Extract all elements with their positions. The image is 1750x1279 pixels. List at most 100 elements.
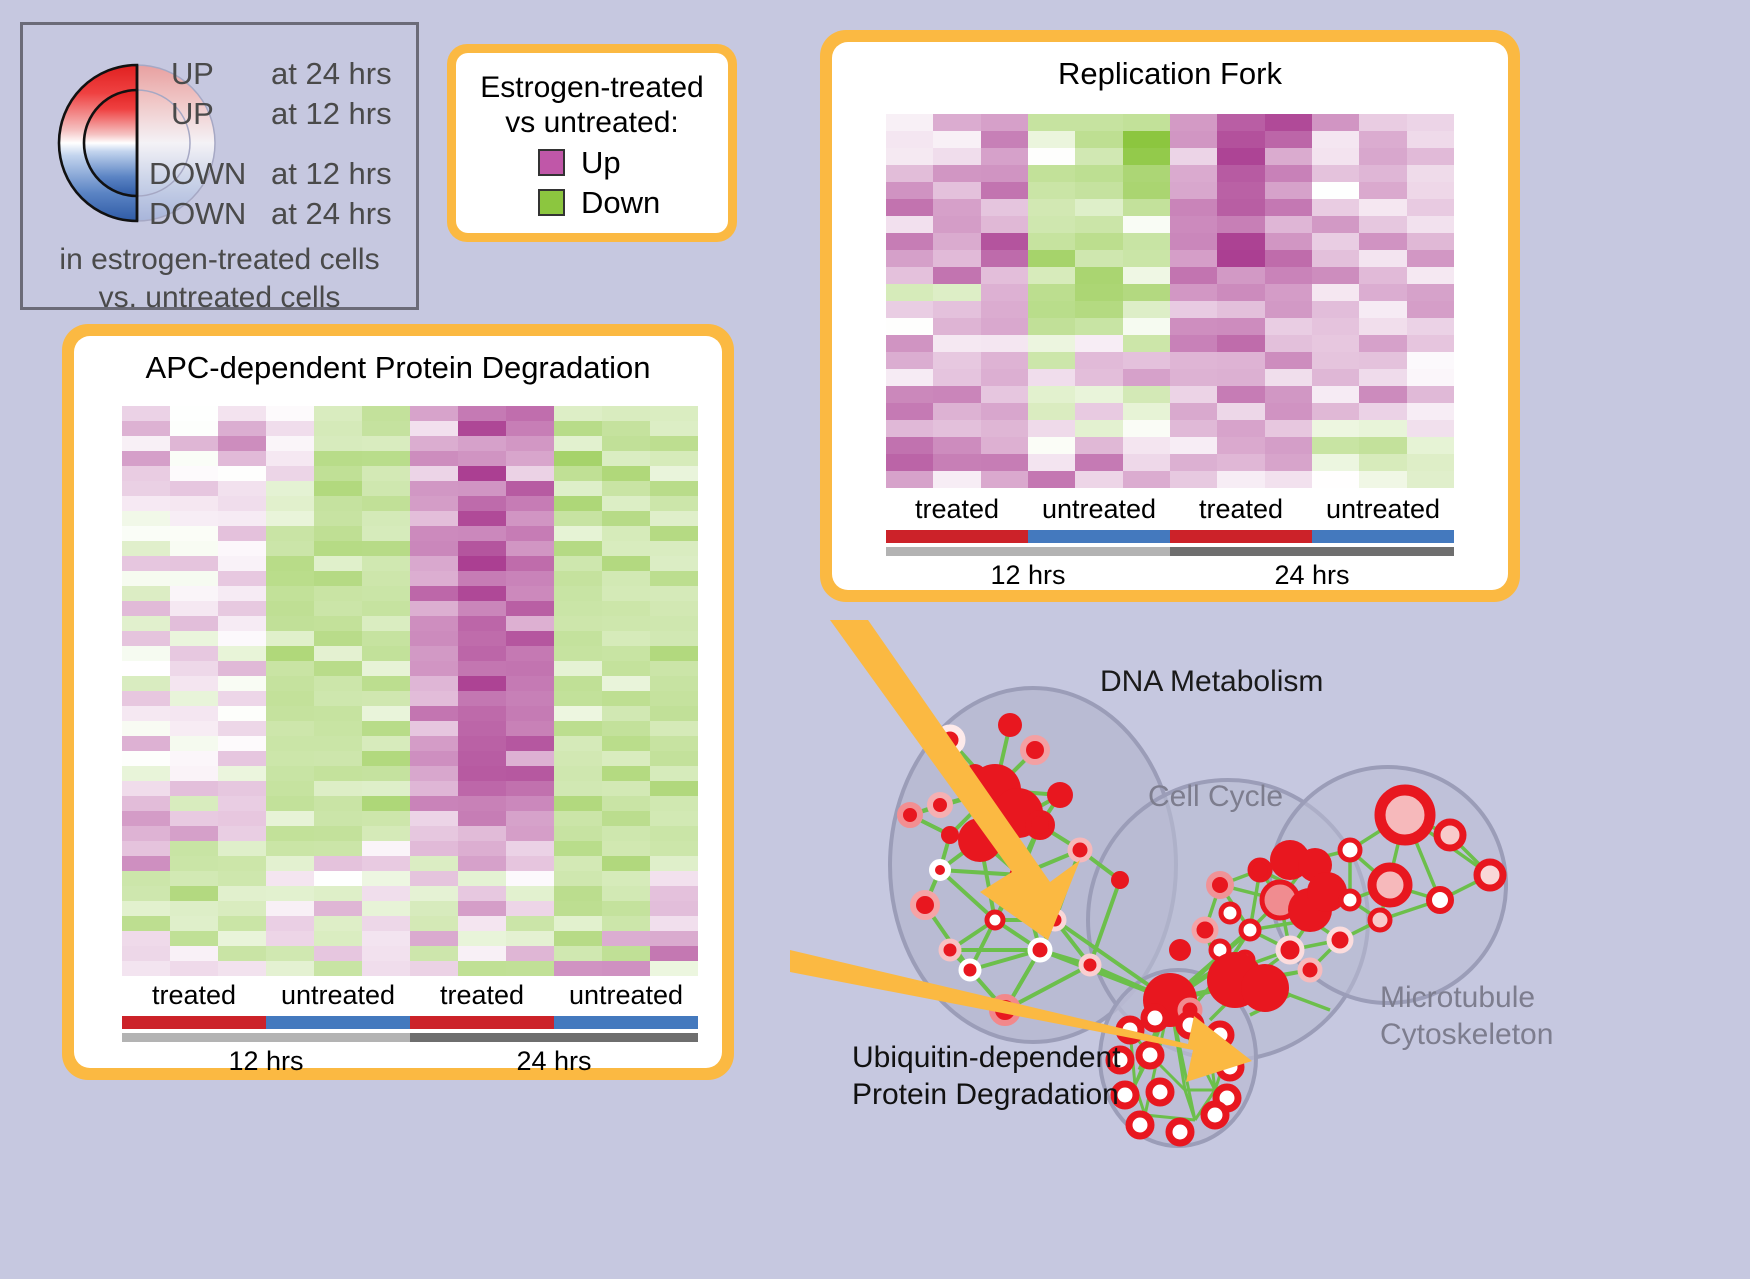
heatmap-cell bbox=[122, 916, 170, 931]
heatmap-cell bbox=[506, 886, 554, 901]
heatmap-cell bbox=[1264, 216, 1312, 233]
heatmap-cell bbox=[218, 916, 266, 931]
heatmap-cell bbox=[602, 541, 650, 556]
heatmap-cell bbox=[980, 420, 1028, 437]
heatmap-cell bbox=[554, 556, 602, 571]
heatmap-cell bbox=[650, 421, 698, 436]
heatmap-cell bbox=[886, 352, 934, 369]
heatmap-cell bbox=[980, 318, 1028, 335]
legend-row-1: UP at 12 hrs bbox=[171, 96, 392, 132]
heatmap-cell bbox=[886, 148, 934, 165]
heatmap-cell bbox=[1217, 250, 1265, 267]
heatmap-cell bbox=[1359, 335, 1407, 352]
heatmap-cell bbox=[1075, 454, 1123, 471]
key-title: Estrogen-treated vs untreated: bbox=[466, 71, 718, 141]
heatmap-cell bbox=[1075, 437, 1123, 454]
key-label-down: Down bbox=[581, 184, 661, 220]
heatmap-cell bbox=[314, 511, 362, 526]
heatmap-cell bbox=[218, 796, 266, 811]
heatmap-cell bbox=[1217, 199, 1265, 216]
heatmap-cell bbox=[1027, 437, 1076, 454]
heatmap-cell bbox=[554, 631, 602, 646]
replication-fork-group-labels: treated untreated treated untreated bbox=[886, 494, 1454, 528]
heatmap-cell bbox=[506, 406, 554, 421]
heatmap-cell bbox=[314, 421, 362, 436]
heatmap-cell bbox=[554, 661, 602, 676]
heatmap-cell bbox=[410, 796, 458, 811]
heatmap-cell bbox=[1122, 199, 1170, 216]
heatmap-cell bbox=[602, 796, 650, 811]
heatmap-cell bbox=[314, 886, 362, 901]
heatmap-cell bbox=[1311, 454, 1360, 471]
heatmap-cell bbox=[602, 886, 650, 901]
heatmap-cell bbox=[933, 216, 981, 233]
heatmap-cell bbox=[1264, 420, 1312, 437]
heatmap-cell bbox=[1359, 352, 1407, 369]
heatmap-cell bbox=[1027, 250, 1076, 267]
heatmap-cell bbox=[602, 901, 650, 916]
heatmap-cell bbox=[980, 165, 1028, 182]
heatmap-cell bbox=[218, 526, 266, 541]
heatmap-cell bbox=[980, 454, 1028, 471]
heatmap-cell bbox=[410, 706, 458, 721]
heatmap-cell bbox=[506, 736, 554, 751]
heatmap-cell bbox=[314, 691, 362, 706]
heatmap-cell bbox=[170, 586, 218, 601]
heatmap-cell bbox=[218, 766, 266, 781]
heatmap-cell bbox=[1264, 318, 1312, 335]
heatmap-cell bbox=[602, 781, 650, 796]
heatmap-cell bbox=[1311, 352, 1360, 369]
heatmap-cell bbox=[933, 165, 981, 182]
heatmap-cell bbox=[362, 766, 410, 781]
heatmap-cell bbox=[1075, 182, 1123, 199]
heatmap-cell bbox=[506, 451, 554, 466]
heatmap-cell bbox=[410, 586, 458, 601]
heatmap-cell bbox=[1217, 352, 1265, 369]
heatmap-cell bbox=[362, 841, 410, 856]
heatmap-cell bbox=[362, 856, 410, 871]
heatmap-cell bbox=[266, 511, 314, 526]
heatmap-cell bbox=[980, 437, 1028, 454]
heatmap-cell bbox=[170, 451, 218, 466]
heatmap-cell bbox=[1217, 182, 1265, 199]
heatmap-cell bbox=[170, 916, 218, 931]
heatmap-cell bbox=[170, 676, 218, 691]
heatmap-cell bbox=[554, 811, 602, 826]
heatmap-cell bbox=[314, 646, 362, 661]
heatmap-cell bbox=[1406, 318, 1454, 335]
heatmap-cell bbox=[218, 946, 266, 961]
heatmap-cell bbox=[170, 406, 218, 421]
heatmap-cell bbox=[506, 751, 554, 766]
heatmap-cell bbox=[122, 886, 170, 901]
heatmap-cell bbox=[1406, 131, 1454, 148]
heatmap-cell bbox=[1264, 335, 1312, 352]
heatmap-cell bbox=[506, 436, 554, 451]
heatmap-cell bbox=[506, 826, 554, 841]
heatmap-cell bbox=[554, 466, 602, 481]
heatmap-cell bbox=[650, 481, 698, 496]
heatmap-cell bbox=[458, 586, 506, 601]
heatmap-cell bbox=[1169, 267, 1218, 284]
heatmap-cell bbox=[602, 751, 650, 766]
heatmap-cell bbox=[170, 706, 218, 721]
heatmap-cell bbox=[458, 496, 506, 511]
replication-fork-time-labels: 12 hrs 24 hrs bbox=[886, 560, 1454, 594]
heatmap-cell bbox=[218, 706, 266, 721]
heatmap-cell bbox=[1311, 267, 1360, 284]
heatmap-cell bbox=[886, 335, 934, 352]
heatmap-cell bbox=[458, 436, 506, 451]
heatmap-cell bbox=[218, 886, 266, 901]
heatmap-cell bbox=[1311, 437, 1360, 454]
heatmap-cell bbox=[314, 826, 362, 841]
group-label: untreated bbox=[1041, 494, 1157, 524]
heatmap-cell bbox=[218, 496, 266, 511]
heatmap-cell bbox=[122, 481, 170, 496]
heatmap-cell bbox=[554, 526, 602, 541]
heatmap-cell bbox=[1311, 199, 1360, 216]
heatmap-cell bbox=[266, 526, 314, 541]
heatmap-cell bbox=[1311, 471, 1360, 488]
heatmap-cell bbox=[933, 369, 981, 386]
heatmap-cell bbox=[314, 856, 362, 871]
heatmap-cell bbox=[122, 616, 170, 631]
heatmap-cell bbox=[602, 691, 650, 706]
